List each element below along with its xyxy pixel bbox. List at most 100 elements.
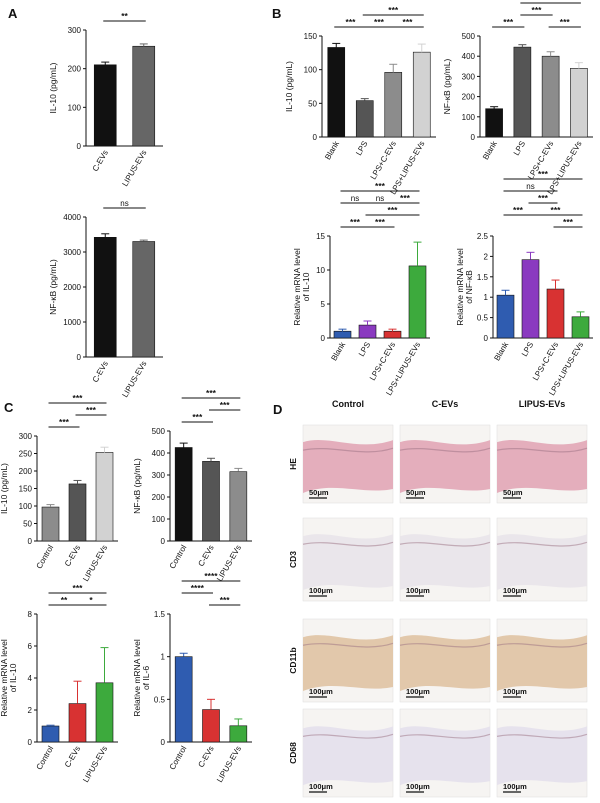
y-tick-label: 300 <box>68 26 82 35</box>
bar <box>132 241 156 358</box>
y-tick-label: 100 <box>462 113 476 122</box>
y-tick-label: 0 <box>484 334 489 343</box>
bar <box>174 447 193 542</box>
bar <box>229 471 248 542</box>
y-tick-label: 100 <box>19 502 33 511</box>
histology-image: 50μm <box>496 424 588 504</box>
chart-c2: 0 100 200 300 400 500 NF-κB (pg/mL) Control C-EV… <box>132 388 252 583</box>
tissue-layer <box>496 541 588 547</box>
tissue-layer <box>496 733 588 739</box>
chart-a2: 0 1000 2000 3000 4000 NF-κB (pg/mL) C-EVs LIPUS… <box>48 199 163 399</box>
significance-label: *** <box>220 400 231 410</box>
x-tick-label: Control <box>168 744 189 771</box>
x-tick-label: LPS+C-EVs <box>369 140 398 182</box>
histology-image: 100μm <box>496 618 588 703</box>
bar <box>521 259 540 339</box>
significance-label: *** <box>403 17 414 27</box>
bar <box>412 51 431 138</box>
chart-c1: 0 50 100 150 200 250 300 IL-10 (pg/mL) Control C-… <box>0 393 118 583</box>
y-tick-label: 1 <box>484 293 489 302</box>
y-axis-label: NF-κB (pg/mL) <box>132 458 142 514</box>
y-axis-label-2: of IL-6 <box>141 666 151 690</box>
y-tick-label: 100 <box>152 515 166 524</box>
significance-label: *** <box>192 412 203 422</box>
y-tick-label: 0 <box>28 738 33 747</box>
scale-bar-label: 50μm <box>309 488 329 497</box>
significance-label: * <box>89 595 93 605</box>
panel-label-b: B <box>272 6 281 21</box>
y-tick-label: 50 <box>23 520 32 529</box>
histology-image: 100μm <box>496 517 588 602</box>
x-tick-label: C-EVs <box>63 544 82 569</box>
y-tick-label: 0 <box>321 334 326 343</box>
tissue-layer <box>302 642 394 648</box>
y-tick-label: 2.5 <box>477 232 489 241</box>
y-axis-label: IL-10 (pg/mL) <box>48 62 58 113</box>
bar <box>41 506 60 542</box>
significance-label: *** <box>563 217 574 227</box>
y-tick-label: 0 <box>77 353 82 362</box>
panel-label-a: A <box>8 6 18 21</box>
tissue-layer <box>496 447 588 453</box>
scale-bar-label: 100μm <box>309 586 333 595</box>
tissue-section <box>303 635 393 692</box>
significance-label: *** <box>503 17 514 27</box>
x-tick-label: LPS <box>512 140 527 158</box>
tissue-section <box>303 534 393 591</box>
significance-label: *** <box>388 5 399 15</box>
chart-b3: 0 5 10 15 Relative mRNA level of IL-10 Blank LP… <box>292 181 430 397</box>
significance-label: ** <box>121 11 128 21</box>
significance-label: *** <box>538 169 549 179</box>
bar <box>384 72 403 138</box>
tissue-section <box>497 440 587 493</box>
y-tick-label: 200 <box>152 493 166 502</box>
tissue-layer <box>302 733 394 739</box>
y-axis-label: Relative mRNA level <box>455 248 465 326</box>
significance-label: *** <box>374 17 385 27</box>
y-axis-label: Relative mRNA level <box>132 639 142 717</box>
panel-label-c: C <box>4 400 14 415</box>
y-tick-label: 250 <box>19 450 33 459</box>
scale-bar-label: 100μm <box>309 687 333 696</box>
y-tick-label: 1 <box>161 653 166 662</box>
significance-label: *** <box>513 205 524 215</box>
y-axis-label: IL-10 (pg/mL) <box>284 61 294 112</box>
significance-label: ** <box>61 595 68 605</box>
histology-image: 100μm <box>302 708 394 798</box>
significance-label: *** <box>59 417 70 427</box>
chart-c3: 0 2 4 6 8 Relative mRNA level of IL-10 Control C… <box>0 583 118 784</box>
y-tick-label: 2 <box>28 706 33 715</box>
histology-image: 50μm <box>302 424 394 504</box>
tissue-layer <box>302 447 394 453</box>
histology-image: 100μm <box>399 618 491 703</box>
y-axis-label-2: of IL-10 <box>301 272 311 301</box>
scale-bar-label: 100μm <box>503 782 527 791</box>
histology-panel: Control C-EVs LIPUS-EVs HE 50μm 50μm 50μm CD3 10… <box>288 399 588 798</box>
tissue-section <box>303 440 393 493</box>
bar <box>174 656 193 743</box>
y-tick-label: 500 <box>462 32 476 41</box>
bar <box>229 725 248 743</box>
y-tick-label: 1.5 <box>477 273 489 282</box>
x-tick-label: C-EVs <box>63 745 82 770</box>
tissue-section <box>400 440 490 493</box>
x-tick-label: Control <box>35 543 56 570</box>
chart-a1: 0 100 200 300 IL-10 (pg/mL) C-EVs LIPUS-EVs ** <box>48 11 163 188</box>
histology-row-label: CD11b <box>288 647 298 673</box>
bar <box>541 55 560 138</box>
significance-label: *** <box>350 217 361 227</box>
y-tick-label: 0 <box>77 142 82 151</box>
bar <box>355 100 374 138</box>
significance-label: *** <box>375 181 386 191</box>
y-tick-label: 150 <box>19 485 33 494</box>
bar <box>485 108 503 138</box>
y-tick-label: 0 <box>161 537 166 546</box>
x-tick-label: LIPUS-EVs <box>120 149 148 189</box>
y-tick-label: 100 <box>304 66 318 75</box>
bar <box>358 324 377 339</box>
x-tick-label: LIPUS-EVs <box>215 544 243 584</box>
y-tick-label: 1000 <box>63 318 81 327</box>
y-tick-label: 0 <box>313 133 318 142</box>
histology-row-label: HE <box>288 458 298 470</box>
